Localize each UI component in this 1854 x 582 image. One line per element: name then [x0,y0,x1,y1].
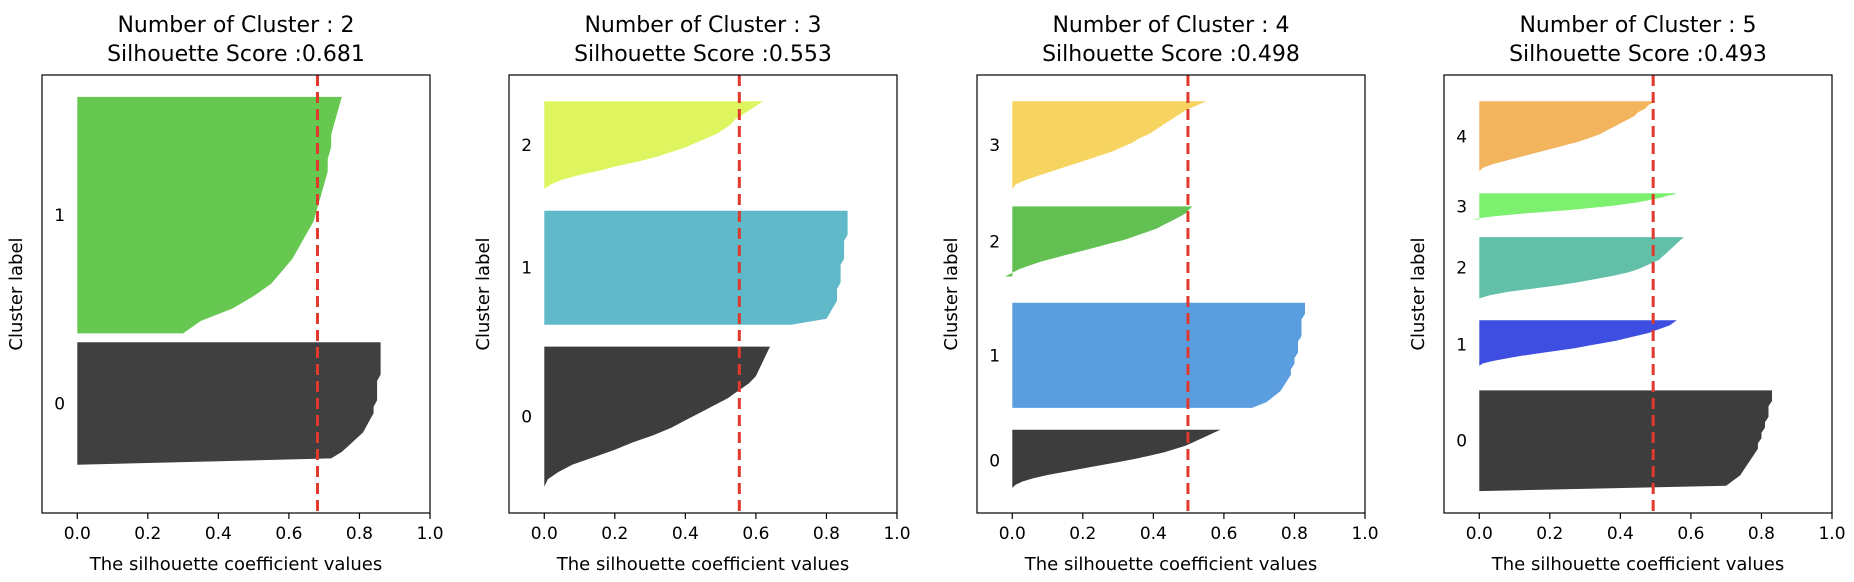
cluster-label-1: 1 [1456,335,1467,355]
silhouette-cluster-4 [1479,101,1656,172]
cluster-label-4: 4 [1456,127,1467,147]
chart-panel-2: Number of Cluster : 3 Silhouette Score :0… [473,13,911,575]
x-tick-label: 1.0 [1351,524,1378,544]
x-tick-label: 0.8 [813,524,840,544]
x-tick-label: 0.0 [1466,524,1493,544]
x-tick-label: 0.0 [531,524,558,544]
x-tick-label: 1.0 [416,524,443,544]
y-axis-label: Cluster label [941,237,962,350]
silhouette-cluster-1 [544,210,848,325]
x-tick-label: 0.4 [1140,524,1167,544]
silhouette-cluster-3 [1012,101,1207,189]
x-tick-label: 0.0 [64,524,91,544]
x-tick-label: 0.2 [1069,524,1096,544]
x-tick-label: 0.4 [1607,524,1634,544]
chart-subtitle: Silhouette Score :0.553 [574,42,832,67]
silhouette-cluster-3 [1472,193,1677,220]
silhouette-cluster-0 [1479,390,1772,492]
chart-subtitle: Silhouette Score :0.493 [1509,42,1767,67]
x-axis-label: The silhouette coefficient values [556,554,849,575]
silhouette-cluster-2 [544,101,763,189]
x-tick-label: 0.6 [1677,524,1704,544]
chart-panel-1: Number of Cluster : 2 Silhouette Score :0… [6,13,444,575]
x-tick-label: 0.8 [346,524,373,544]
chart-panel-4: Number of Cluster : 5 Silhouette Score :0… [1408,13,1846,575]
plot-frame [508,74,898,514]
cluster-label-3: 3 [989,136,1000,156]
x-tick-label: 1.0 [1818,524,1845,544]
chart-subtitle: Silhouette Score :0.498 [1042,42,1300,67]
x-tick-label: 0.4 [205,524,232,544]
chart-title: Number of Cluster : 5 [1519,13,1756,38]
cluster-label-3: 3 [1456,197,1467,217]
silhouette-cluster-1 [1479,320,1677,369]
silhouette-cluster-0 [77,342,381,465]
x-tick-label: 0.0 [999,524,1026,544]
cluster-label-2: 2 [989,232,1000,252]
x-tick-label: 0.2 [1536,524,1563,544]
cluster-label-0: 0 [54,395,65,415]
x-tick-label: 0.6 [1210,524,1237,544]
x-tick-label: 1.0 [883,524,910,544]
cluster-label-1: 1 [989,346,1000,366]
x-tick-label: 0.6 [275,524,302,544]
x-tick-label: 0.4 [672,524,699,544]
cluster-label-0: 0 [989,451,1000,471]
y-axis-label: Cluster label [1408,237,1429,350]
silhouette-cluster-0 [544,346,770,487]
x-axis-label: The silhouette coefficient values [89,554,382,575]
silhouette-cluster-0 [1012,429,1221,492]
x-tick-label: 0.8 [1748,524,1775,544]
y-axis-label: Cluster label [473,237,494,350]
plot-frame [41,74,431,514]
cluster-label-0: 0 [521,408,532,428]
cluster-label-0: 0 [1456,432,1467,452]
cluster-label-2: 2 [1456,259,1467,279]
plot-frame [1443,74,1833,514]
plot-frame [976,74,1366,514]
x-axis-label: The silhouette coefficient values [1491,554,1784,575]
silhouette-cluster-2 [1005,206,1193,277]
x-tick-label: 0.8 [1281,524,1308,544]
x-tick-label: 0.6 [742,524,769,544]
chart-title: Number of Cluster : 3 [584,13,821,38]
chart-title: Number of Cluster : 4 [1052,13,1289,38]
cluster-label-1: 1 [54,206,65,226]
cluster-label-2: 2 [521,136,532,156]
cluster-label-1: 1 [521,259,532,279]
chart-title: Number of Cluster : 2 [117,13,354,38]
silhouette-cluster-2 [1479,237,1684,299]
y-axis-label: Cluster label [6,237,27,350]
chart-panel-3: Number of Cluster : 4 Silhouette Score :0… [941,13,1379,575]
x-tick-label: 0.2 [134,524,161,544]
x-tick-label: 0.2 [601,524,628,544]
chart-subtitle: Silhouette Score :0.681 [107,42,365,67]
silhouette-cluster-1 [77,96,342,334]
x-axis-label: The silhouette coefficient values [1024,554,1317,575]
silhouette-cluster-1 [1012,302,1305,408]
